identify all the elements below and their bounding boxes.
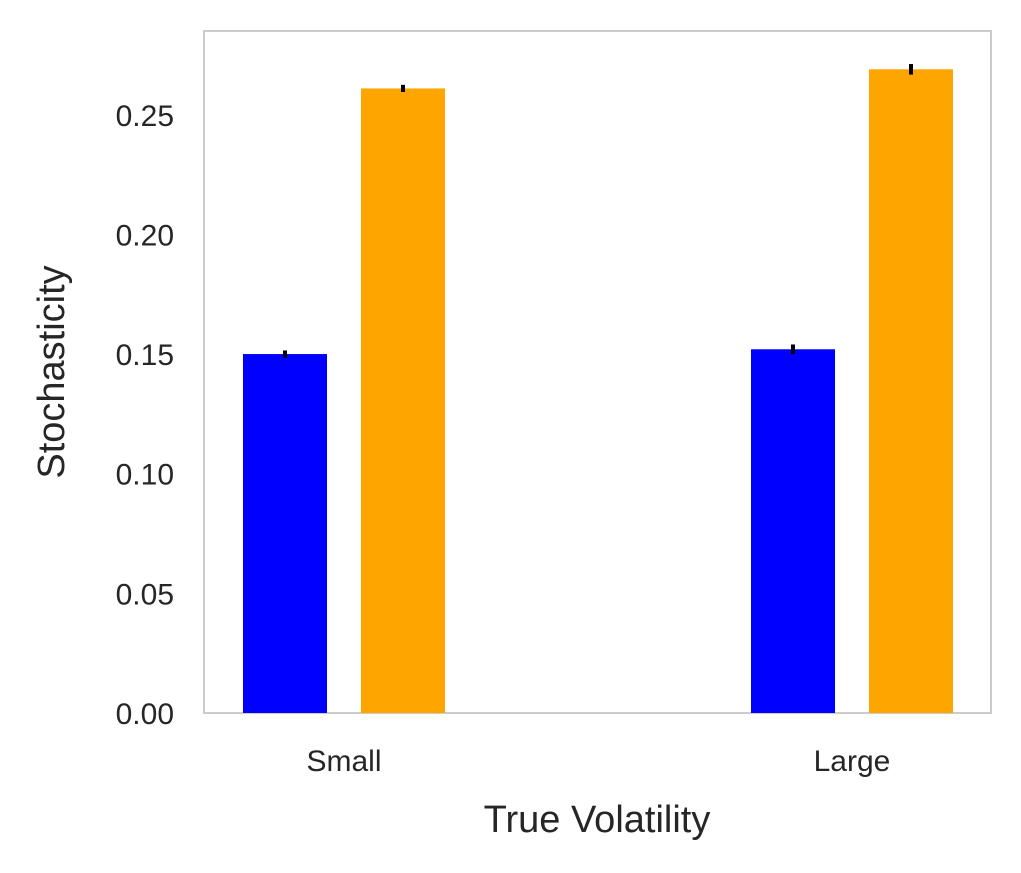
bar [361, 88, 445, 713]
x-axis-label: True Volatility [484, 799, 711, 841]
y-tick-label: 0.20 [116, 219, 174, 252]
x-tick-labels: Small Large [306, 745, 890, 778]
x-tick-label: Small [306, 745, 381, 778]
y-tick-label: 0.25 [116, 100, 174, 133]
y-tick-label: 0.00 [116, 698, 174, 731]
error-bars [283, 64, 913, 358]
plot-frame [203, 30, 992, 714]
y-tick-labels: 0.00 0.05 0.10 0.15 0.20 0.25 [116, 100, 174, 731]
bar [243, 354, 327, 713]
y-tick-label: 0.05 [116, 578, 174, 611]
y-axis-label: Stochasticity [31, 265, 73, 478]
bar [751, 349, 835, 713]
y-tick-label: 0.15 [116, 339, 174, 372]
x-tick-label: Large [814, 745, 891, 778]
bar [869, 69, 953, 713]
bars [243, 69, 953, 713]
y-tick-label: 0.10 [116, 459, 174, 492]
